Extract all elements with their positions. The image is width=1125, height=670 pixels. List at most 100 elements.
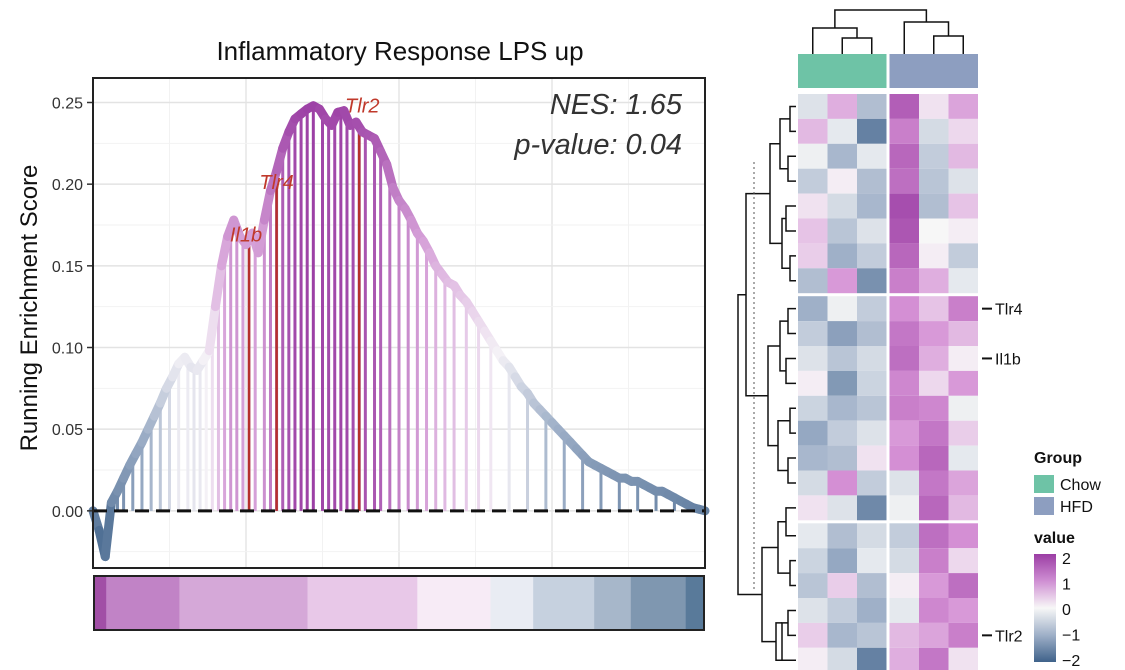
heatmap-cell	[919, 548, 949, 574]
heatmap-cell	[948, 193, 978, 219]
heatmap-cell	[889, 143, 919, 169]
heatmap-cell	[798, 647, 828, 670]
heatmap-cell	[889, 168, 919, 194]
heatmap-cell	[919, 470, 949, 496]
rank-bar-segment	[106, 576, 180, 630]
row-link	[781, 622, 796, 661]
heatmap-cell	[948, 346, 978, 371]
score-segment	[100, 498, 116, 562]
heatmap-cell	[889, 346, 919, 371]
col-link	[841, 37, 873, 54]
group-legend-title: Group	[1034, 450, 1082, 467]
heatmap-cell	[827, 296, 857, 322]
heatmap-cell	[798, 548, 828, 574]
heatmap-cell	[827, 346, 857, 371]
group-annotation-bar	[798, 54, 978, 88]
heatmap-cell	[798, 243, 828, 269]
gene-label: Tlr4	[259, 172, 293, 194]
rank-bar-segment	[94, 576, 107, 630]
score-segment	[253, 215, 269, 258]
rank-bar-segment	[630, 576, 687, 630]
rank-bar-border	[93, 575, 705, 631]
y-tick-label: 0.00	[52, 504, 83, 521]
legend-label-hfd: HFD	[1060, 499, 1093, 516]
heatmap-cell	[798, 622, 828, 648]
heatmap-cell	[798, 445, 828, 471]
heatmap-cell	[798, 395, 828, 421]
heatmap-cell	[919, 523, 949, 549]
heatmap-cell	[948, 573, 978, 598]
heatmap-cell	[857, 548, 887, 574]
heatmap-cell	[798, 346, 828, 371]
heatmap-cell	[798, 523, 828, 549]
row-link	[737, 293, 762, 596]
heatmap-cells	[798, 94, 978, 670]
gsea-gene-labels: Il1b Tlr4 Tlr2	[230, 95, 380, 246]
heatmap-cell	[857, 395, 887, 421]
rank-bar-segment	[490, 576, 534, 630]
heatmap-cell	[919, 296, 949, 322]
heatmap-cell	[827, 598, 857, 623]
heatmap-cell	[919, 420, 949, 446]
heatmap-cell	[857, 622, 887, 648]
heatmap-cell	[919, 268, 949, 294]
value-legend-title: value	[1034, 530, 1075, 547]
heatmap-cell	[827, 321, 857, 346]
rank-bar-segment	[685, 576, 705, 630]
y-tick-label: 0.20	[52, 177, 83, 194]
heatmap-cell	[798, 495, 828, 521]
heatmap-cell	[798, 94, 828, 119]
heatmap-cell	[857, 94, 887, 119]
y-axis-label: Running Enrichment Score	[16, 165, 43, 452]
heatmap-cell	[889, 243, 919, 269]
col-link	[834, 9, 928, 28]
heatmap-cell	[948, 548, 978, 574]
column-dendrogram	[812, 9, 964, 54]
heatmap-cell	[948, 321, 978, 346]
heatmap-cell	[889, 548, 919, 574]
heatmap-cell	[948, 218, 978, 244]
heatmap-cell	[889, 118, 919, 144]
heatmap-cell	[948, 647, 978, 670]
gsea-panel-border	[92, 77, 706, 569]
heatmap-cell	[857, 296, 887, 322]
heatmap-cell	[948, 395, 978, 421]
heatmap-cell	[827, 218, 857, 244]
row-link	[787, 307, 796, 335]
heatmap-cell	[889, 470, 919, 496]
heatmap-cell	[827, 370, 857, 396]
rank-bar-segment	[417, 576, 491, 630]
heatmap-cell	[889, 445, 919, 471]
row-link	[787, 609, 796, 637]
row-link	[789, 105, 796, 133]
row-link	[775, 622, 782, 661]
score-segment	[204, 302, 220, 356]
heatmap-cell	[889, 268, 919, 294]
heatmap-cell	[857, 420, 887, 446]
heatmap-cell	[919, 94, 949, 119]
pvalue-annotation: p-value: 0.04	[513, 129, 682, 161]
heatmap-cell	[857, 598, 887, 623]
heatmap-cell	[857, 346, 887, 371]
heatmap-cell	[948, 420, 978, 446]
heatmap-cell	[919, 168, 949, 194]
heatmap-cell	[798, 296, 828, 322]
heatmap-cell	[827, 622, 857, 648]
heatmap-cell	[948, 243, 978, 269]
heatmap-row-labels: Tlr4 Il1b Tlr2	[982, 302, 1023, 645]
heatmap-cell	[919, 193, 949, 219]
heatmap-cell	[798, 470, 828, 496]
row-link	[785, 205, 796, 232]
heatmap-cell	[919, 218, 949, 244]
heatmap-cell	[948, 168, 978, 194]
heatmap-cell	[948, 370, 978, 396]
row-link	[787, 155, 796, 182]
heatmap-cell	[857, 370, 887, 396]
y-tick-label: 0.25	[52, 96, 83, 113]
heatmap-cell	[827, 395, 857, 421]
row-link	[787, 457, 796, 484]
group-bar-chow	[798, 54, 887, 88]
heatmap-cell	[948, 118, 978, 144]
heatmap-cell	[827, 647, 857, 670]
heatmap-cell	[827, 523, 857, 549]
